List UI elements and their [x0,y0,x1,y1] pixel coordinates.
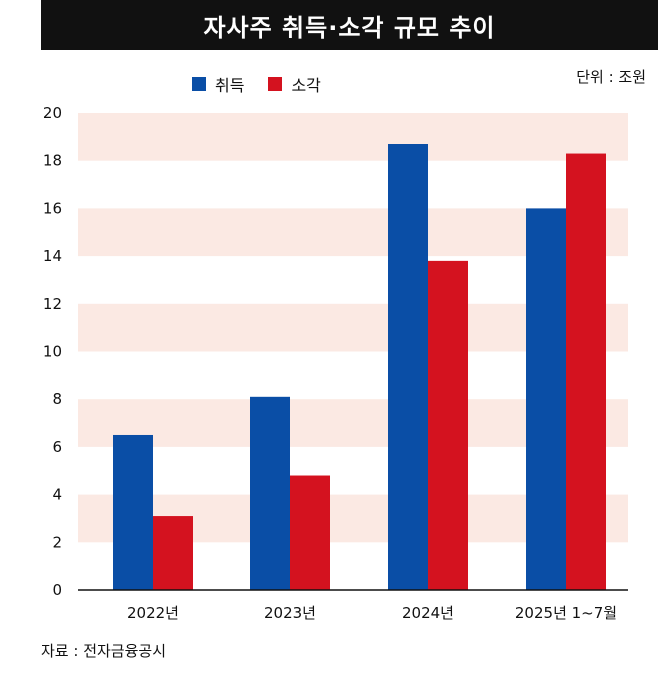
legend-label-acquisition: 취득 [215,76,245,95]
x-category-label: 2022년 [127,604,179,622]
bar-cancellation [566,153,606,591]
y-tick-label: 6 [52,438,62,456]
y-tick-label: 12 [43,295,62,313]
y-tick-label: 20 [43,104,62,122]
legend-swatch-acquisition [192,77,206,91]
bar-cancellation [290,475,330,590]
y-tick-label: 14 [43,247,62,265]
bar-acquisition [113,434,153,590]
legend-item-acquisition: 취득 [192,72,244,96]
bar-acquisition [250,396,290,590]
x-category-label: 2024년 [402,604,454,622]
y-tick-label: 4 [52,486,62,504]
bar-acquisition [526,208,566,590]
y-tick-label: 16 [43,199,62,217]
legend-swatch-cancellation [268,77,283,91]
y-tick-label: 10 [43,343,62,361]
chart-title: 자사주 취득·소각 규모 추이 [41,0,658,50]
y-tick-label: 8 [52,390,62,408]
grid-band [78,113,628,161]
source-label: 자료 : 전자금융공시 [41,642,166,660]
legend-label-cancellation: 소각 [291,76,321,95]
x-category-label: 2023년 [264,604,316,622]
legend-item-cancellation: 소각 [268,72,321,96]
y-tick-label: 18 [43,152,62,170]
legend: 취득 소각 [192,72,345,96]
x-category-label: 2025년 1~7월 [515,604,617,622]
unit-label: 단위 : 조원 [576,68,646,86]
bar-acquisition [388,144,428,590]
bar-cancellation [153,516,193,590]
bar-cancellation [428,260,468,590]
y-tick-label: 0 [52,581,62,599]
y-tick-label: 2 [52,533,62,551]
